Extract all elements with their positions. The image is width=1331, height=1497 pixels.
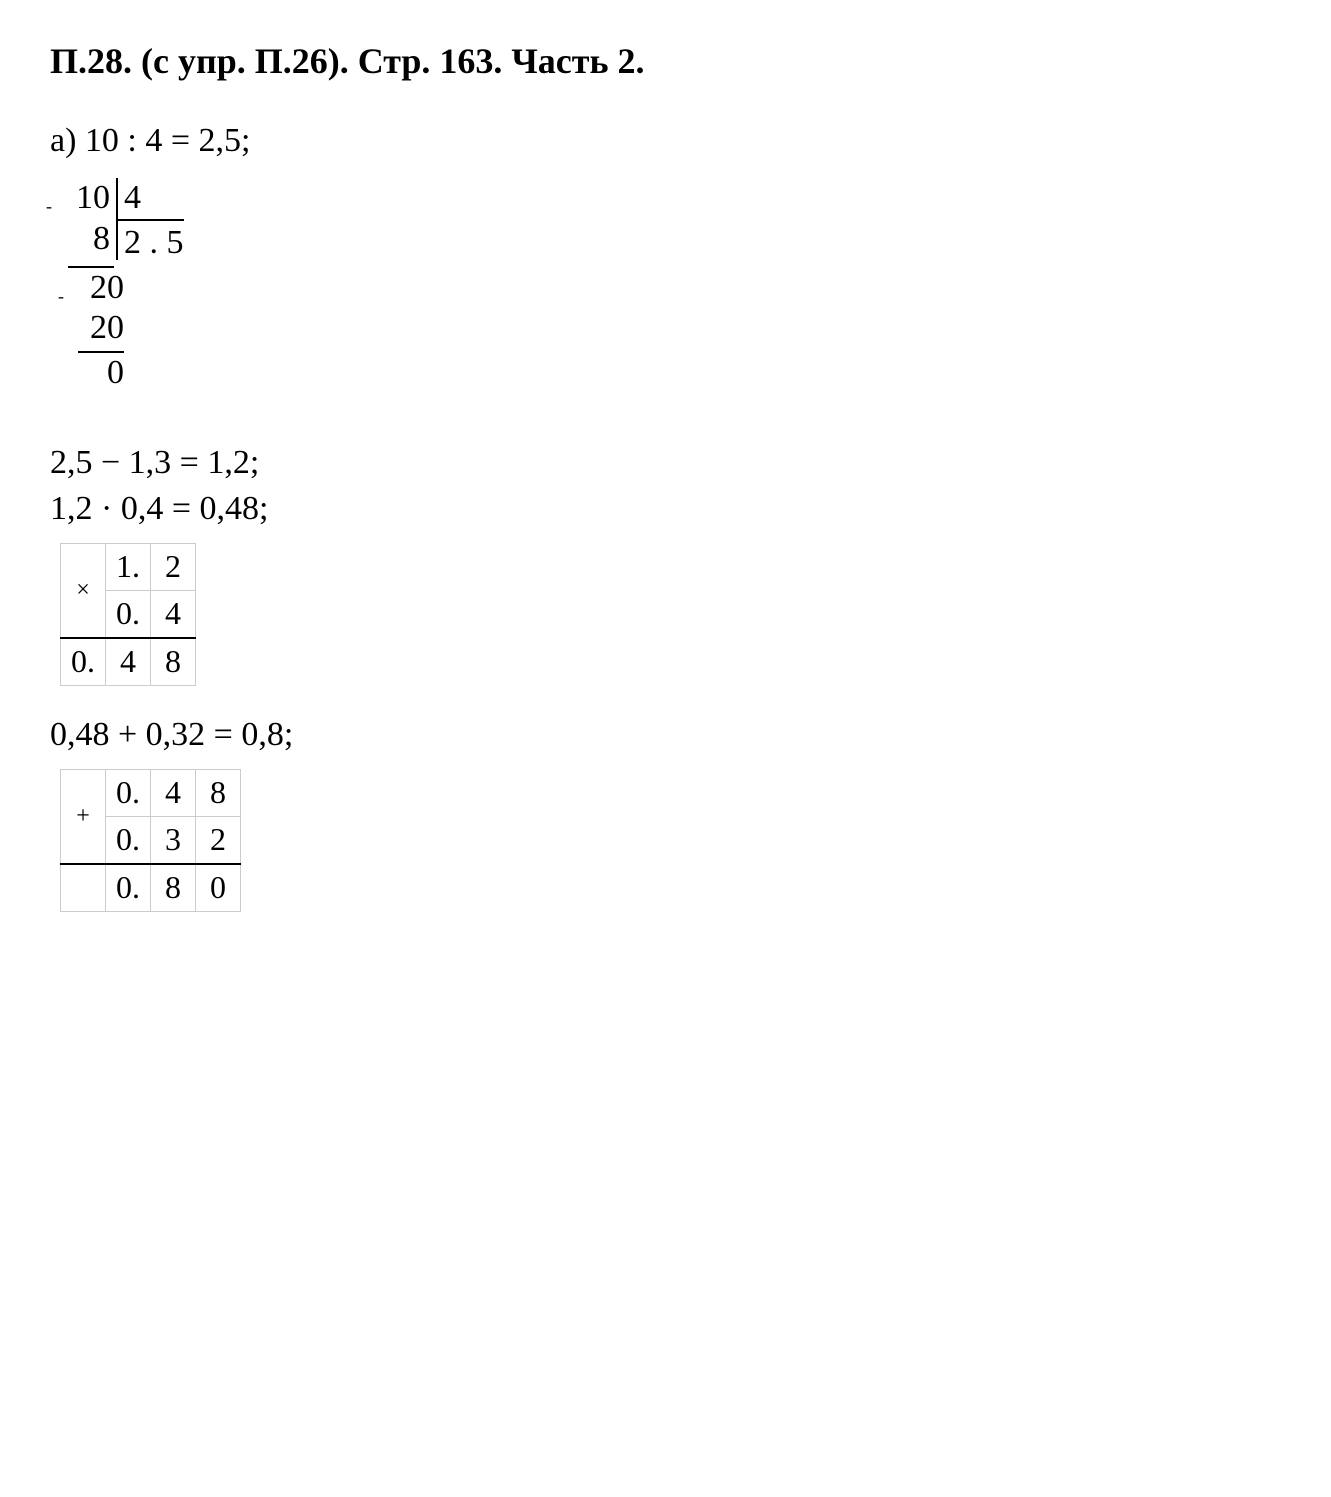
mult-cell: 0. bbox=[106, 590, 151, 638]
first-subtrahend: 8 bbox=[60, 219, 118, 260]
equation-a1: а) 10 : 4 = 2,5; bbox=[50, 122, 1281, 160]
add-cell: 8 bbox=[196, 769, 241, 816]
mult-cell: 0. bbox=[61, 638, 106, 686]
add-cell: 0. bbox=[106, 864, 151, 912]
minus-sign-2: - bbox=[58, 286, 64, 308]
remainder-1: 20 bbox=[68, 268, 124, 309]
add-cell: 8 bbox=[151, 864, 196, 912]
mult-cell: 1. bbox=[106, 543, 151, 590]
dividend: 10 bbox=[60, 178, 118, 219]
equation-a2: 2,5 − 1,3 = 1,2; bbox=[50, 444, 1281, 482]
second-subtrahend: 20 bbox=[68, 308, 124, 349]
long-division-block: - 10 4 8 2 . 5 - 20 20 0 bbox=[60, 178, 184, 394]
mult-cell: 4 bbox=[106, 638, 151, 686]
add-cell: 0. bbox=[106, 769, 151, 816]
add-operator: + bbox=[61, 769, 106, 864]
quotient: 2 . 5 bbox=[118, 219, 184, 264]
mult-cell: 2 bbox=[151, 543, 196, 590]
mult-cell: 8 bbox=[151, 638, 196, 686]
add-cell: 4 bbox=[151, 769, 196, 816]
add-cell: 0. bbox=[106, 816, 151, 864]
equation-a4: 0,48 + 0,32 = 0,8; bbox=[50, 716, 1281, 754]
page-heading: П.28. (с упр. П.26). Стр. 163. Часть 2. bbox=[50, 40, 1281, 82]
final-remainder: 0 bbox=[68, 353, 124, 394]
mult-operator: × bbox=[61, 543, 106, 638]
divisor: 4 bbox=[118, 178, 141, 219]
add-cell: 0 bbox=[196, 864, 241, 912]
add-cell bbox=[61, 864, 106, 912]
add-cell: 2 bbox=[196, 816, 241, 864]
equation-a3: 1,2 · 0,4 = 0,48; bbox=[50, 490, 1281, 528]
addition-table: + 0. 4 8 0. 3 2 0. 8 0 bbox=[60, 769, 241, 912]
mult-cell: 4 bbox=[151, 590, 196, 638]
add-cell: 3 bbox=[151, 816, 196, 864]
multiplication-table: × 1. 2 0. 4 0. 4 8 bbox=[60, 543, 196, 686]
minus-sign: - bbox=[46, 196, 52, 218]
